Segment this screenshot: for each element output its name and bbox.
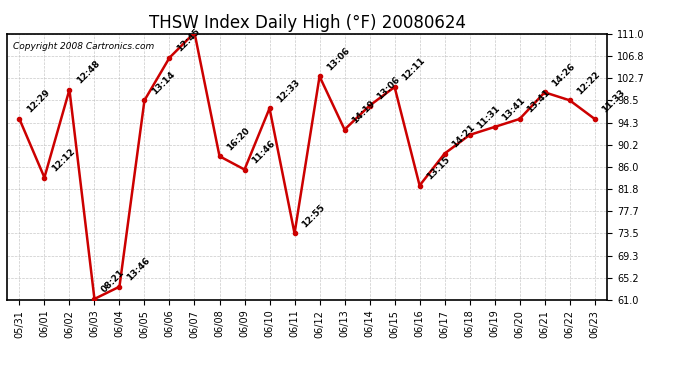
- Text: 08:21: 08:21: [100, 268, 126, 295]
- Text: 13:15: 13:15: [425, 155, 452, 182]
- Text: 13:41: 13:41: [525, 88, 552, 115]
- Text: 13:06: 13:06: [375, 75, 402, 102]
- Text: 14:26: 14:26: [550, 62, 577, 88]
- Text: 13:06: 13:06: [325, 46, 352, 72]
- Title: THSW Index Daily High (°F) 20080624: THSW Index Daily High (°F) 20080624: [148, 14, 466, 32]
- Text: 12:22: 12:22: [575, 69, 602, 96]
- Text: 12:02: 12:02: [0, 374, 1, 375]
- Text: 16:20: 16:20: [225, 126, 252, 152]
- Text: 12:33: 12:33: [275, 78, 302, 104]
- Text: 11:33: 11:33: [600, 88, 627, 115]
- Text: 12:11: 12:11: [400, 56, 426, 83]
- Text: 12:29: 12:29: [25, 88, 52, 115]
- Text: 13:46: 13:46: [125, 256, 152, 282]
- Text: 12:48: 12:48: [75, 59, 101, 86]
- Text: 12:12: 12:12: [50, 147, 77, 173]
- Text: 13:41: 13:41: [500, 96, 527, 123]
- Text: 11:46: 11:46: [250, 139, 277, 165]
- Text: 14:21: 14:21: [450, 123, 477, 149]
- Text: 12:55: 12:55: [300, 202, 326, 229]
- Text: 11:31: 11:31: [475, 104, 502, 131]
- Text: Copyright 2008 Cartronics.com: Copyright 2008 Cartronics.com: [13, 42, 154, 51]
- Text: 13:14: 13:14: [150, 69, 177, 96]
- Text: 12:45: 12:45: [175, 27, 201, 54]
- Text: 14:19: 14:19: [350, 99, 377, 125]
